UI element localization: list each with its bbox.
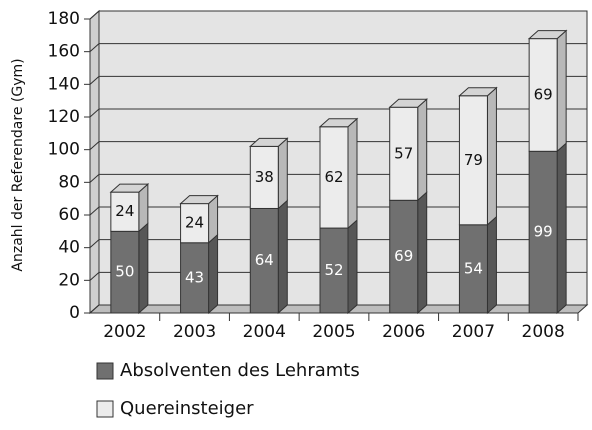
y-tick-label: 100 <box>48 140 80 160</box>
data-label: 52 <box>324 261 343 279</box>
bar-top <box>318 118 359 128</box>
grid-line <box>89 173 100 183</box>
grid-line <box>89 239 100 249</box>
bar-top <box>527 30 568 40</box>
x-tick-label: 2006 <box>382 322 425 342</box>
bar <box>110 230 140 314</box>
data-label: 54 <box>464 259 483 277</box>
x-tick-label: 2003 <box>173 322 216 342</box>
data-label: 69 <box>534 85 553 103</box>
y-tick-label: 20 <box>58 270 80 290</box>
bar-side <box>347 117 358 230</box>
y-tick-label: 60 <box>58 205 80 225</box>
data-label: 99 <box>534 223 553 241</box>
data-label: 24 <box>185 214 204 232</box>
bar-side <box>347 218 358 315</box>
bar-side <box>208 233 219 315</box>
x-tick-label: 2004 <box>243 322 286 342</box>
data-label: 62 <box>324 168 343 186</box>
x-tick-label: 2005 <box>312 322 355 342</box>
legend-swatch <box>96 362 114 380</box>
legend-label: Absolventen des Lehramts <box>120 360 360 381</box>
grid-line <box>89 206 100 216</box>
y-tick-label: 180 <box>48 9 80 29</box>
left-wall <box>89 9 100 315</box>
bar-side <box>556 29 567 153</box>
grid-line <box>89 43 100 53</box>
bar-top <box>458 87 498 97</box>
bar-side <box>486 86 497 226</box>
legend-label: Quereinsteiger <box>120 398 254 419</box>
y-tick-label: 120 <box>48 107 80 127</box>
grid-line <box>89 304 100 314</box>
bar <box>389 199 419 314</box>
y-tick-label: 0 <box>69 303 80 323</box>
bar-side <box>277 199 288 315</box>
legend-swatch <box>96 400 114 418</box>
bar <box>249 145 279 209</box>
bar <box>458 224 488 314</box>
y-tick-label: 80 <box>58 172 80 192</box>
data-label: 43 <box>185 268 204 286</box>
data-label: 64 <box>255 251 274 269</box>
grid-line <box>89 75 100 85</box>
bar <box>528 150 558 314</box>
bar-top <box>109 183 150 193</box>
data-label: 79 <box>464 151 483 169</box>
grid-line <box>89 10 100 20</box>
data-label: 38 <box>255 168 274 186</box>
bar-side <box>277 137 288 210</box>
bar-side <box>556 142 567 315</box>
bar <box>110 191 140 232</box>
bar-top <box>388 98 429 108</box>
data-label: 69 <box>394 247 413 265</box>
y-tick-label: 160 <box>48 42 80 62</box>
bar-side <box>138 222 149 315</box>
bar-top <box>179 195 219 205</box>
bar-side <box>486 215 497 315</box>
grid-line <box>89 141 100 151</box>
bar-side <box>417 98 428 202</box>
x-tick-label: 2008 <box>522 322 565 342</box>
bar <box>319 227 349 314</box>
grid-line <box>89 271 100 281</box>
data-label: 57 <box>394 144 413 162</box>
y-tick-label: 140 <box>48 74 80 94</box>
x-tick-label: 2007 <box>452 322 495 342</box>
bar <box>528 38 558 152</box>
bar <box>180 242 210 314</box>
grid-line <box>89 108 100 118</box>
data-label: 24 <box>115 202 134 220</box>
bar-top <box>248 137 289 147</box>
bar-side <box>417 191 428 315</box>
x-tick-label: 2002 <box>103 322 146 342</box>
data-label: 50 <box>115 263 134 281</box>
bar <box>389 106 419 201</box>
bar <box>249 207 279 314</box>
y-tick-label: 40 <box>58 238 80 258</box>
y-axis-label: Anzahl der Referendare (Gym) <box>10 58 26 271</box>
